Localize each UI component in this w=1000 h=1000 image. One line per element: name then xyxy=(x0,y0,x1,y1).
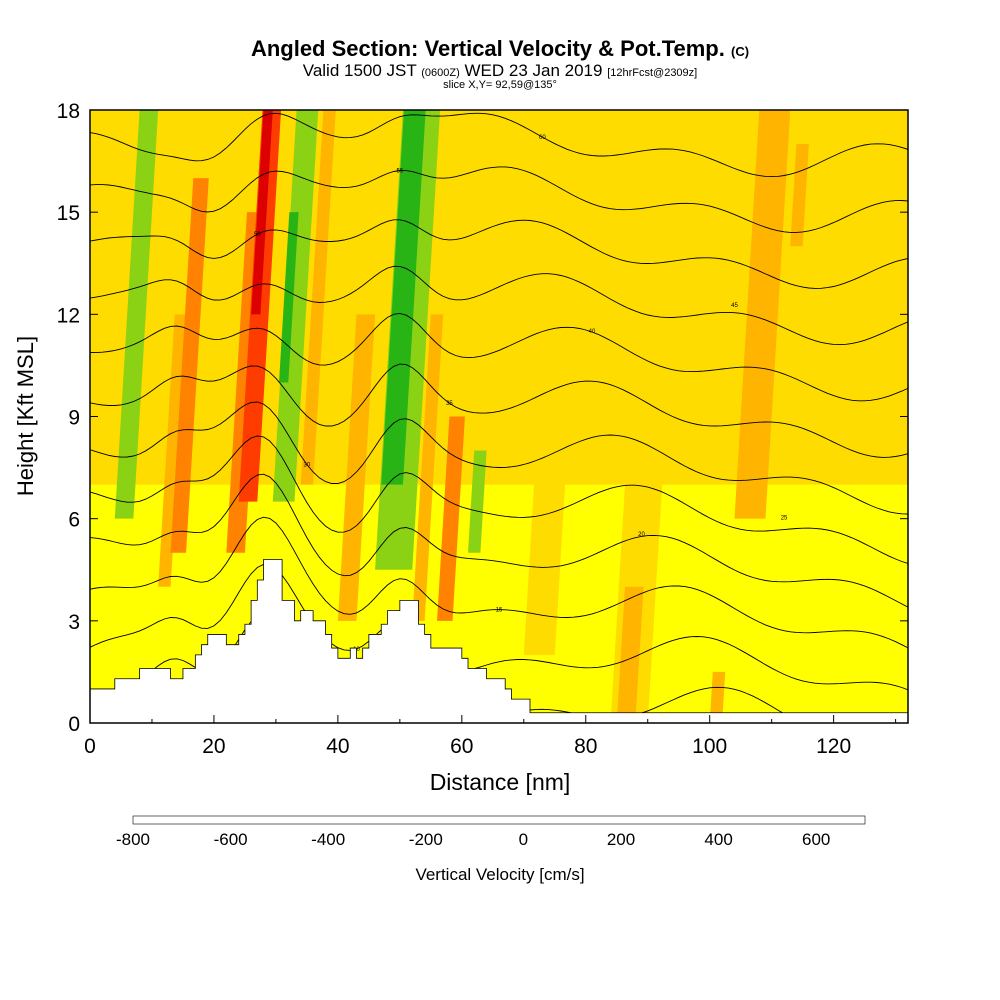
isentrope-10 xyxy=(90,564,908,691)
x-tick-label: 80 xyxy=(574,735,597,758)
velocity-band-5 xyxy=(251,110,273,315)
colorbar: -800 -600 -400 -200 0 200 400 600 xyxy=(116,815,866,849)
isentrope-label: 25 xyxy=(781,516,788,522)
isentrope-55 xyxy=(90,166,908,233)
y-tick-label: 3 xyxy=(68,611,80,634)
isentrope-25 xyxy=(90,435,908,564)
colorbar-tick-label: 0 xyxy=(519,830,528,849)
utc-label: (0600Z) xyxy=(421,67,460,79)
isentrope-35 xyxy=(90,363,908,458)
velocity-band-16 xyxy=(610,110,685,723)
y-tick-label: 18 xyxy=(57,100,80,123)
colorbar-tick-label: -800 xyxy=(116,830,150,849)
isentrope-label: 60 xyxy=(539,135,546,141)
x-tick-label: 120 xyxy=(816,735,851,758)
velocity-band-1 xyxy=(158,314,188,587)
colorbar-tick-label: -600 xyxy=(214,830,248,849)
colorbar-tick-label: -200 xyxy=(409,830,443,849)
slice-label: slice X,Y= 92,59@135° xyxy=(443,79,557,91)
forecast-label: [12hrFcst@2309z] xyxy=(607,67,698,79)
velocity-band-13 xyxy=(437,416,465,621)
isentrope-45 xyxy=(90,265,908,346)
velocity-band-18 xyxy=(709,671,726,723)
terrain xyxy=(90,559,908,723)
velocity-band-14 xyxy=(468,450,487,553)
velocity-band-6 xyxy=(272,110,319,502)
x-tick-label: 100 xyxy=(692,735,727,758)
x-tick-label: 20 xyxy=(202,735,225,758)
valid-label: Valid 1500 JST xyxy=(302,61,417,80)
velocity-band-8 xyxy=(300,110,336,485)
colorbar-label: Vertical Velocity [cm/s] xyxy=(415,865,584,884)
colorbar-tick-label: 400 xyxy=(704,830,732,849)
title-text: Angled Section: Vertical Velocity & Pot.… xyxy=(250,36,725,61)
colorbar-frame xyxy=(132,815,866,825)
isentrope-20 xyxy=(90,473,908,608)
axes: 0 20 40 60 80 100 120 0 3 6 9 12 15 18 xyxy=(57,100,908,758)
isentrope-label: 45 xyxy=(731,303,738,309)
velocity-band-9 xyxy=(337,314,376,621)
isentrope-label: 35 xyxy=(446,401,453,407)
isentrope-label: 15 xyxy=(496,608,503,614)
velocity-band-11 xyxy=(381,110,426,485)
velocity-band-2 xyxy=(170,178,209,553)
title-mark: (C) xyxy=(731,44,750,59)
chart-title: Angled Section: Vertical Velocity & Pot.… xyxy=(0,36,1000,62)
x-axis-label: Distance [nm] xyxy=(430,769,571,795)
isentrope-label: 55 xyxy=(397,169,404,175)
y-tick-label: 6 xyxy=(68,509,80,532)
isentrope-15 xyxy=(90,516,908,649)
isentrope-label: 20 xyxy=(638,532,645,538)
date-label: WED 23 Jan 2019 xyxy=(464,61,603,80)
y-tick-label: 12 xyxy=(57,304,80,327)
isentrope-60 xyxy=(90,112,908,178)
x-tick-label: 40 xyxy=(326,735,349,758)
colorbar-tick-label: -400 xyxy=(311,830,345,849)
velocity-band-7 xyxy=(279,212,299,383)
velocity-band-17 xyxy=(616,586,644,723)
isentrope-40 xyxy=(90,312,908,402)
colorbar-tick-label: 200 xyxy=(607,830,635,849)
terrain-polygon xyxy=(90,559,908,723)
isentrope-30 xyxy=(90,401,908,515)
velocity-band-0 xyxy=(114,110,159,519)
y-tick-label: 15 xyxy=(57,202,80,225)
isentrope-label: 30 xyxy=(304,462,311,468)
x-tick-label: 60 xyxy=(450,735,473,758)
velocity-band-15 xyxy=(523,450,568,655)
isentrope-label: 40 xyxy=(589,329,596,335)
velocity-band-19 xyxy=(734,110,791,519)
isentrope-label: 50 xyxy=(254,232,261,238)
y-tick-label: 0 xyxy=(68,713,80,736)
vertical-velocity-field xyxy=(90,110,908,723)
y-axis-label: Height [Kft MSL] xyxy=(13,336,38,496)
chart-subtitle: Valid 1500 JST (0600Z) WED 23 Jan 2019 [… xyxy=(0,61,1000,81)
colorbar-tick-label: 600 xyxy=(802,830,830,849)
y-tick-label: 9 xyxy=(68,407,80,430)
isentrope-50 xyxy=(90,219,908,289)
x-tick-label: 0 xyxy=(84,735,96,758)
